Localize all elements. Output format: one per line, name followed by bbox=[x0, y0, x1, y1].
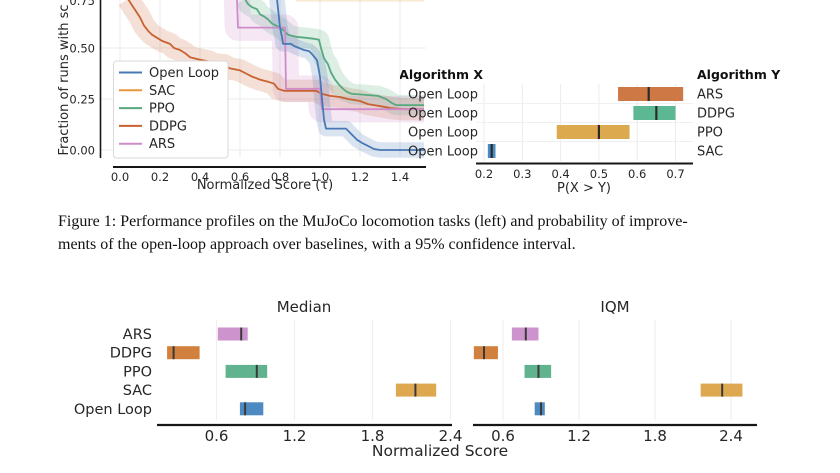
x-tick-label: 0.6 bbox=[628, 167, 646, 181]
iqm-title: IQM bbox=[600, 298, 629, 316]
ci-bar-open-loop bbox=[239, 402, 264, 416]
row-label-algorithm-y: DDPG bbox=[697, 107, 735, 122]
interval-bar-layer: Open Loop ARS Open Loop DDPG Open Loop PPO Ope… bbox=[408, 87, 735, 160]
x-axis-label: P(X > Y) bbox=[557, 181, 611, 196]
row-label-algorithm-x: Open Loop bbox=[408, 126, 478, 141]
grid-layer bbox=[476, 84, 693, 161]
x-tick-label: 2.4 bbox=[719, 427, 743, 445]
row-label: ARS bbox=[123, 327, 152, 343]
probability-of-improvement-chart: Open Loop ARS Open Loop DDPG Open Loop PPO Ope… bbox=[400, 67, 781, 196]
ci-bar-ppo bbox=[556, 125, 630, 139]
x-tick-label: 0.2 bbox=[475, 167, 493, 181]
row-label-algorithm-y: SAC bbox=[697, 145, 723, 160]
legend-label: PPO bbox=[149, 102, 175, 117]
legend-label: DDPG bbox=[149, 119, 187, 134]
series-line-ars bbox=[236, 0, 424, 111]
row-label: PPO bbox=[123, 364, 152, 380]
ci-bar-ars bbox=[217, 327, 248, 341]
row-label: SAC bbox=[123, 383, 152, 399]
series-line-open-loop bbox=[276, 0, 424, 151]
y-tick-label: 0.25 bbox=[69, 93, 95, 107]
x-tick-label: 0.0 bbox=[111, 170, 129, 184]
x-tick-label: 0.4 bbox=[551, 167, 569, 181]
x-tick-label: 0.8 bbox=[271, 170, 289, 184]
caption-line-1: Figure 1: Performance profiles on the Mu… bbox=[58, 213, 688, 230]
axes-layer: 0.2 0.3 0.4 0.5 0.6 0.7 bbox=[475, 162, 693, 181]
figure-caption: Figure 1: Performance profiles on the Mu… bbox=[58, 211, 803, 256]
row-label-algorithm-x: Open Loop bbox=[408, 107, 478, 122]
legend-frame bbox=[113, 60, 229, 159]
x-tick-label: 1.2 bbox=[283, 427, 307, 445]
y-tick-label: 0.00 bbox=[69, 144, 95, 158]
x-tick-label: 0.3 bbox=[513, 167, 531, 181]
ci-bar-open-loop bbox=[534, 402, 545, 416]
series-line-ppo bbox=[244, 0, 424, 106]
x-tick-label: 0.4 bbox=[191, 170, 209, 184]
axes-layer: 0.6 1.2 1.8 2.4 0.6 1.2 1.8 2.4 ARS DDPG PPO SAC Ope… bbox=[74, 327, 757, 445]
performance-profile-chart: 0.0 0.2 0.4 0.6 0.8 1.0 1.2 1.4 0.00 0.25 0.50 0.75… bbox=[57, 0, 426, 193]
aggregate-scores-chart: 0.6 1.2 1.8 2.4 0.6 1.2 1.8 2.4 ARS DDPG PPO SAC Ope… bbox=[74, 298, 757, 460]
interval-bar-layer bbox=[167, 327, 743, 416]
algorithm-x-header: Algorithm X bbox=[400, 67, 483, 82]
x-tick-label: 0.6 bbox=[231, 170, 249, 184]
series-line-layer bbox=[127, 0, 424, 151]
caption-line-2: ments of the open-loop approach over bas… bbox=[58, 235, 576, 253]
row-label-algorithm-y: PPO bbox=[697, 126, 723, 141]
x-axis-label: Normalized Score (τ) bbox=[197, 178, 333, 193]
row-label: DDPG bbox=[110, 346, 152, 362]
y-tick-label: 0.50 bbox=[69, 42, 95, 56]
legend-label: ARS bbox=[149, 137, 175, 152]
row-label-algorithm-x: Open Loop bbox=[408, 88, 478, 103]
row-label-algorithm-y: ARS bbox=[697, 88, 723, 103]
ci-bar-ddpg bbox=[167, 346, 200, 360]
x-tick-label: 1.2 bbox=[567, 427, 591, 445]
x-tick-label: 2.4 bbox=[439, 427, 463, 445]
ci-bar-ddpg bbox=[633, 106, 676, 120]
x-tick-label: 1.0 bbox=[311, 170, 329, 184]
x-tick-label: 1.8 bbox=[361, 427, 385, 445]
series-line-ddpg bbox=[127, 0, 424, 111]
median-title: Median bbox=[277, 298, 332, 316]
x-tick-label: 0.6 bbox=[205, 427, 229, 445]
x-tick-label: 0.6 bbox=[491, 427, 515, 445]
legend-label: Open Loop bbox=[149, 66, 219, 81]
x-tick-label: 0.7 bbox=[666, 167, 684, 181]
ci-bar-ars bbox=[618, 87, 684, 101]
y-axis-label: Fraction of runs with sc bbox=[57, 4, 72, 155]
row-label-algorithm-x: Open Loop bbox=[408, 145, 478, 160]
ci-bar-ddpg bbox=[473, 346, 498, 360]
shared-x-axis-label: Normalized Score bbox=[372, 442, 508, 460]
x-tick-label: 1.2 bbox=[351, 170, 369, 184]
x-tick-label: 1.8 bbox=[643, 427, 667, 445]
row-label: Open Loop bbox=[74, 402, 152, 418]
ci-bar-ppo bbox=[225, 364, 268, 378]
x-tick-label: 0.5 bbox=[590, 167, 608, 181]
x-tick-label: 0.2 bbox=[151, 170, 169, 184]
algorithm-y-header: Algorithm Y bbox=[697, 67, 781, 82]
legend-label: SAC bbox=[149, 84, 175, 99]
x-tick-label: 1.4 bbox=[391, 170, 409, 184]
y-tick-label: 0.75 bbox=[69, 0, 95, 8]
axes-layer: 0.0 0.2 0.4 0.6 0.8 1.0 1.2 1.4 0.00 0.25 0.50 0.75 bbox=[69, 0, 426, 184]
grid-layer bbox=[215, 320, 732, 420]
legend-box: Open Loop SAC PPO DDPG ARS bbox=[113, 60, 229, 159]
